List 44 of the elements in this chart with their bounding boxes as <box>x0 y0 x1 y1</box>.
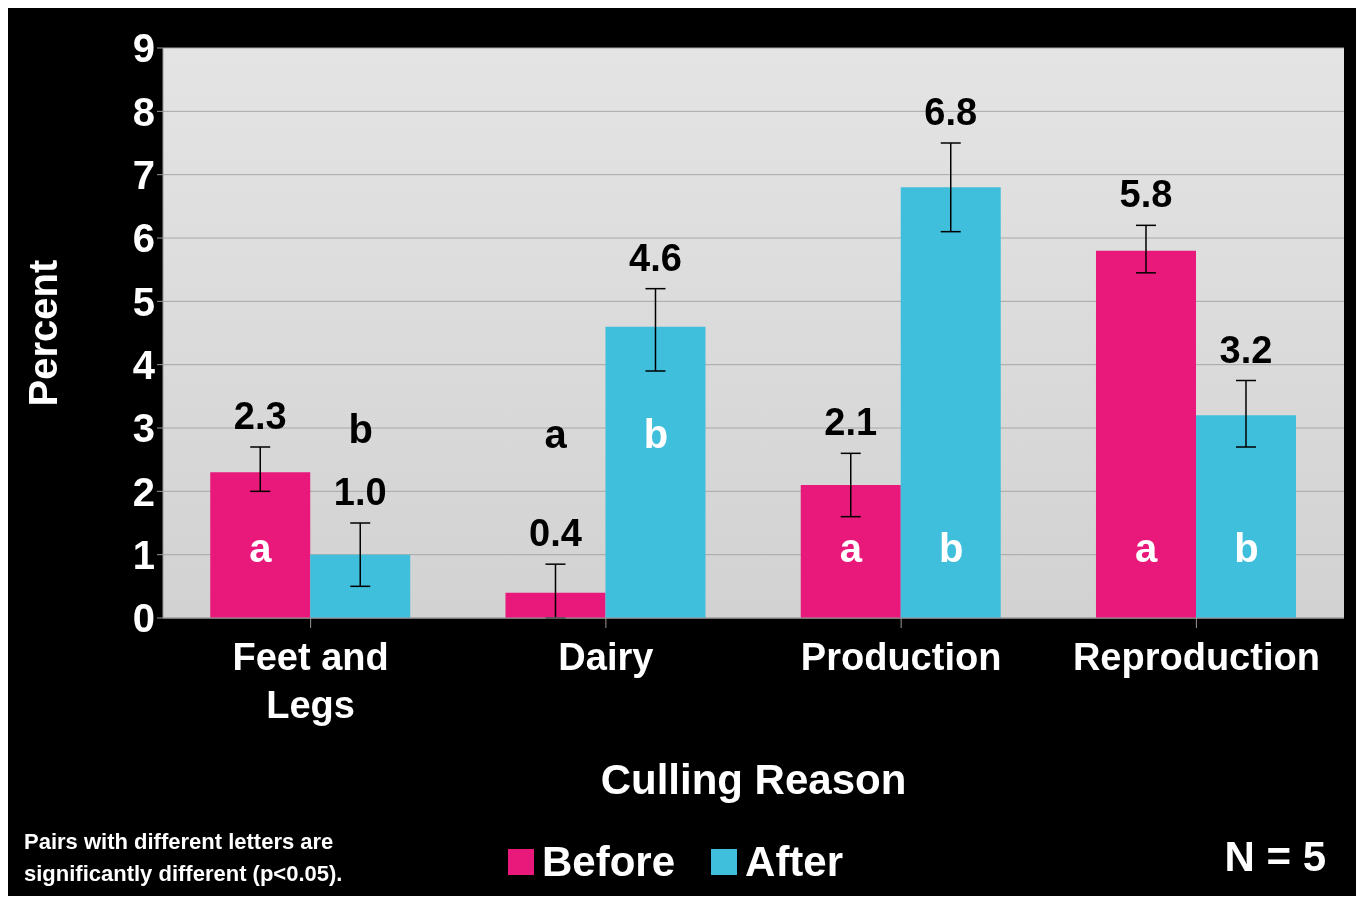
bar <box>1195 415 1296 618</box>
y-tick-label: 7 <box>132 152 155 197</box>
y-tick-label: 8 <box>132 89 155 134</box>
data-label: 2.3 <box>233 395 287 437</box>
x-tick-label: Feet and Legs <box>232 636 389 726</box>
data-label: 5.8 <box>1119 173 1173 216</box>
data-label: 3.2 <box>1219 328 1273 371</box>
text: N = 5 <box>1224 833 1326 881</box>
text: Pairs with different letters are significantly different (p<0.05). <box>24 828 344 888</box>
x-tick-label: Dairy <box>558 636 654 678</box>
legend-label: After <box>745 838 844 886</box>
data-label: 0.4 <box>529 512 582 555</box>
y-tick-label: 1 <box>132 532 155 577</box>
bar <box>800 485 901 618</box>
y-tick-label: 3 <box>132 406 155 451</box>
data-label: 1.0 <box>333 471 387 513</box>
bar <box>505 592 606 618</box>
y-tick-label: 4 <box>132 342 156 387</box>
data-label: 2.1 <box>824 401 878 444</box>
annotation: a <box>543 411 568 459</box>
annotation: b <box>347 406 375 453</box>
y-tick-label: 5 <box>132 279 155 324</box>
annotation: a <box>248 525 273 573</box>
x-axis-title: Culling Reason <box>599 756 908 804</box>
annotation: b <box>938 525 965 573</box>
bar <box>605 326 706 618</box>
data-label: 4.6 <box>629 236 682 279</box>
y-tick-label: 0 <box>132 596 155 641</box>
bar <box>1095 250 1196 618</box>
y-tick-label: 9 <box>132 26 155 71</box>
x-tick-label: Reproduction <box>1072 636 1320 678</box>
annotation: a <box>838 525 864 573</box>
bar <box>210 472 311 618</box>
bar <box>310 554 411 618</box>
annotation: a <box>1134 525 1159 573</box>
y-tick-label: 6 <box>132 216 155 261</box>
x-tick-label: Production <box>800 636 1002 678</box>
annotation: b <box>1233 525 1260 573</box>
annotation: b <box>642 411 670 459</box>
y-axis-title: Percent <box>21 259 66 407</box>
y-tick-label: 2 <box>132 469 155 514</box>
legend-label: Before <box>542 838 676 886</box>
bar <box>900 187 1001 618</box>
data-label: 6.8 <box>924 91 978 133</box>
